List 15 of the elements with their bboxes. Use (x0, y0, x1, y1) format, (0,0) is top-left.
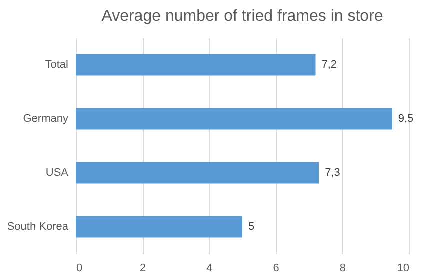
x-tick-label: 4 (206, 262, 213, 274)
x-tick-label: 2 (140, 262, 146, 274)
y-tick-label: South Korea (7, 221, 70, 233)
x-tick-label: 0 (76, 262, 83, 274)
data-label: 5 (248, 221, 255, 233)
y-tick-label: Total (45, 59, 68, 71)
x-tick-label: 10 (397, 262, 410, 274)
data-label: 7,3 (325, 167, 340, 179)
y-tick-label: USA (46, 167, 70, 179)
chart-title: Average number of tried frames in store (102, 8, 384, 25)
data-label: 9,5 (398, 113, 414, 125)
y-tick-label: Germany (23, 113, 69, 125)
x-tick-label: 6 (273, 262, 280, 274)
data-label: 7,2 (322, 59, 338, 71)
x-tick-label: 8 (340, 262, 346, 274)
